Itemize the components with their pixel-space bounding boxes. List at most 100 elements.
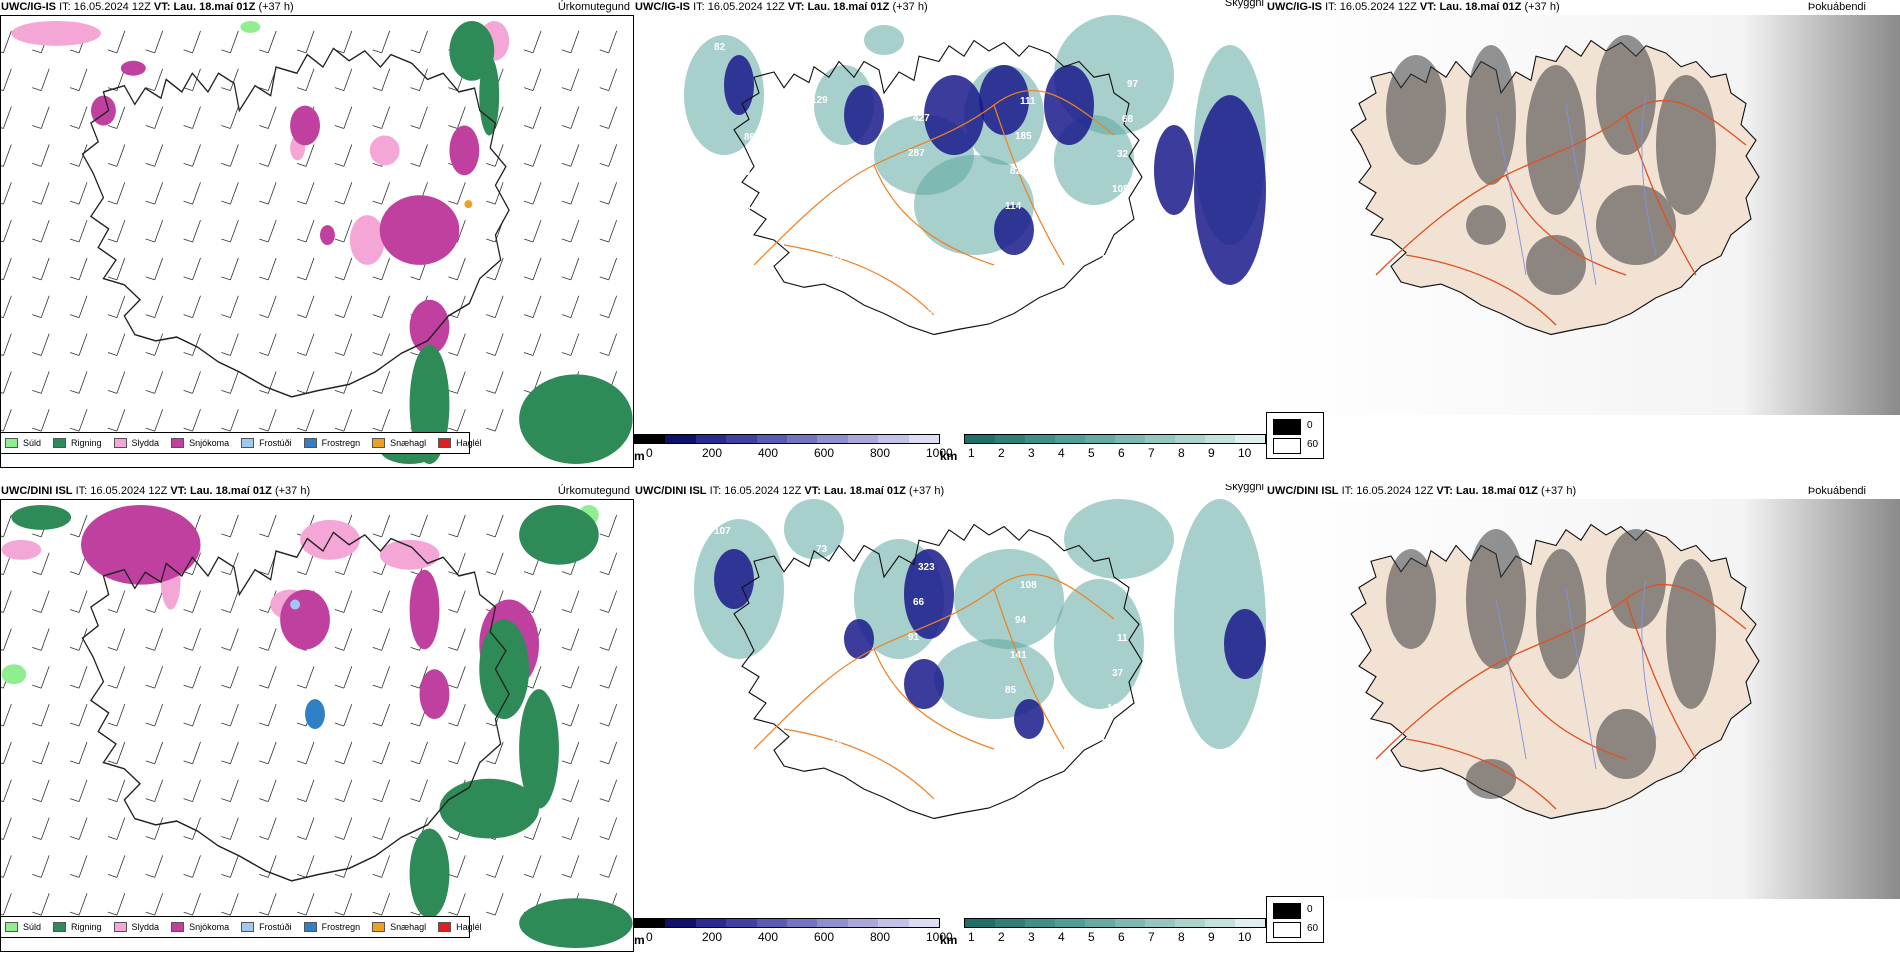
wind-barb [334,666,353,689]
wind-barb [107,106,126,129]
fog-index-area [1666,559,1716,709]
wind-barb [183,817,201,840]
wind-barb [145,106,164,129]
visibility-unit: km [940,449,958,463]
colorbar-cell [908,919,940,927]
wind-barb [183,144,201,167]
legend-label: Slydda [131,438,160,448]
wind-barb [1,817,12,840]
model-name: UWC/DINI ISL [1,485,73,497]
wind-barb [32,552,50,576]
wind-barb [372,514,391,538]
wind-barb [410,779,428,803]
wind-barb [107,371,126,394]
wind-barb [1,703,12,727]
wind-barb [599,333,618,356]
wind-barb [107,257,126,281]
cloud-base-label: 113 [816,60,833,71]
wind-barb [69,257,88,281]
wind-barb [259,666,277,689]
cloud-base-label: 54 [1030,326,1042,337]
wind-barb [599,703,618,727]
cloud-base-area [714,549,754,609]
cloud-base-label: 97 [1127,79,1139,90]
wind-barb [296,30,315,54]
it-value: 16.05.2024 12Z [707,1,785,13]
wind-barb [69,741,88,765]
colorbar-cell [847,435,879,443]
cloud-base-label: 88 [826,290,838,301]
wind-barb [372,68,391,92]
wind-barb [296,741,315,765]
wind-barb [1,182,12,205]
wind-barb [372,257,391,281]
wind-barb [145,741,164,765]
precip-area [379,195,460,265]
wind-barb [32,590,50,613]
wind-barb [372,333,391,356]
wind-barb [221,182,239,205]
precip-title: Úrkomutegund [557,1,630,13]
lead-time: (+37 h) [258,1,294,13]
wind-barb [296,182,315,205]
cloud-base-label: 44 [729,721,741,732]
cloud-base-area [1224,609,1266,679]
wind-barb [296,552,315,576]
vt-label: VT: [170,485,187,497]
wind-barb [561,68,580,92]
wind-barb [296,333,315,356]
lead-time: (+37 h) [1540,485,1577,497]
wind-barb [448,106,466,129]
cloud-base-label: 82 [714,42,726,53]
wind-barb [334,703,353,727]
wind-barb [183,219,201,243]
wind-barb [145,30,164,54]
wind-barb [296,666,315,689]
vt-value: Lau. 18.maí 01Z [189,485,272,497]
fog-index-area [1466,205,1506,245]
wind-barb [486,333,504,356]
precip-area [519,898,633,949]
wind-barb [69,628,88,651]
legend-item: Súld [5,922,41,932]
coastline [81,47,510,398]
colorbar-tick: 9 [1208,930,1215,944]
wind-barb [145,371,164,394]
vt-label: VT: [804,485,821,497]
wind-barb [107,30,126,54]
colorbar-cell [1055,435,1085,443]
wind-barb [599,182,618,205]
wind-barb [145,333,164,356]
precip-area [1,539,42,560]
wind-barb [561,106,580,129]
wind-barb [221,779,239,803]
cloud-base-label: 83 [841,185,853,196]
wind-barb [183,628,201,651]
model-name: UWC/DINI ISL [1267,485,1339,497]
cloud-base-strip [634,434,940,444]
wind-barb [69,409,88,432]
wind-barb [107,703,126,727]
wind-barb [221,371,239,394]
cloud-base-label: 103 [918,78,935,89]
wind-barb [221,106,239,129]
road-network [1375,99,1747,326]
wind-barb [448,741,466,765]
wind-barb [259,855,277,878]
wind-barb [32,409,50,432]
cloud-base-label: 129 [811,579,828,590]
wind-barb [221,30,239,54]
precip-area [319,225,335,245]
wind-barb [296,68,315,92]
wind-barb [221,893,239,916]
cloud-base-label: 86 [744,132,756,143]
colorbar-tick: 5 [1088,930,1095,944]
precip-header: UWC/DINI ISL IT: 16.05.2024 12Z VT: Lau.… [1,484,310,498]
colorbar-cell [1175,435,1205,443]
wind-barb [523,295,542,319]
precip-area [1,664,27,685]
colorbar-tick: 1 [968,930,975,944]
it-value: 16.05.2024 12Z [73,1,151,13]
wind-barb [1,295,12,319]
wind-barb [183,855,201,878]
